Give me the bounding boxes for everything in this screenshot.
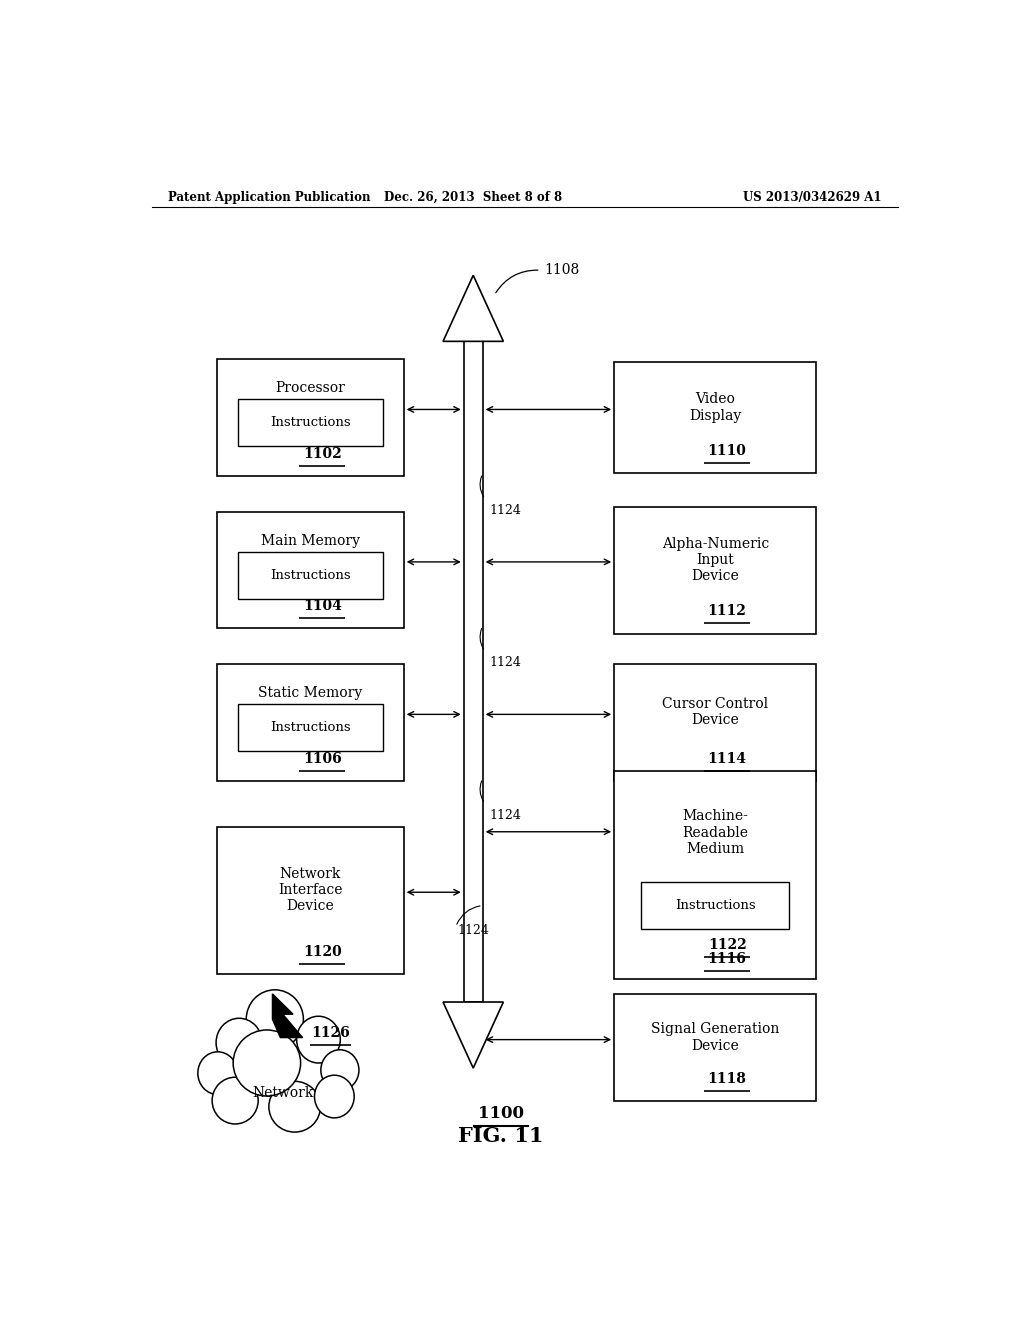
- Ellipse shape: [216, 1018, 262, 1067]
- Polygon shape: [272, 994, 303, 1038]
- Bar: [614, 664, 816, 781]
- Text: Dec. 26, 2013  Sheet 8 of 8: Dec. 26, 2013 Sheet 8 of 8: [384, 190, 562, 203]
- Text: Processor: Processor: [275, 381, 345, 396]
- Bar: [217, 664, 403, 781]
- Text: Alpha-Numeric
Input
Device: Alpha-Numeric Input Device: [662, 537, 769, 583]
- Text: Instructions: Instructions: [675, 899, 756, 912]
- Text: Main Memory: Main Memory: [261, 535, 360, 548]
- Bar: [614, 507, 816, 634]
- Ellipse shape: [321, 1049, 359, 1090]
- Bar: [238, 704, 383, 751]
- Bar: [464, 342, 482, 1002]
- Text: 1120: 1120: [303, 945, 342, 958]
- Text: Instructions: Instructions: [270, 416, 351, 429]
- Polygon shape: [443, 276, 504, 342]
- Text: Patent Application Publication: Patent Application Publication: [168, 190, 371, 203]
- Ellipse shape: [269, 1081, 321, 1133]
- Text: Instructions: Instructions: [270, 721, 351, 734]
- Text: 1112: 1112: [708, 605, 746, 618]
- Text: 1104: 1104: [303, 599, 342, 612]
- Ellipse shape: [246, 990, 303, 1049]
- Bar: [614, 362, 816, 474]
- Text: 1124: 1124: [489, 656, 521, 669]
- Text: Cursor Control
Device: Cursor Control Device: [663, 697, 768, 727]
- Text: Network
Interface
Device: Network Interface Device: [279, 867, 343, 913]
- Text: Signal Generation
Device: Signal Generation Device: [651, 1023, 779, 1052]
- Text: 1122: 1122: [708, 939, 746, 952]
- Text: 1116: 1116: [708, 952, 746, 966]
- Bar: [217, 359, 403, 477]
- Text: US 2013/0342629 A1: US 2013/0342629 A1: [743, 190, 882, 203]
- Ellipse shape: [297, 1016, 340, 1063]
- Text: Video
Display: Video Display: [689, 392, 741, 422]
- Ellipse shape: [212, 1077, 258, 1123]
- Text: 1118: 1118: [708, 1072, 746, 1086]
- Ellipse shape: [233, 1030, 301, 1096]
- Polygon shape: [443, 1002, 504, 1068]
- Text: 1100: 1100: [478, 1105, 524, 1122]
- Text: 1106: 1106: [303, 751, 342, 766]
- Bar: [614, 994, 816, 1101]
- Text: FIG. 11: FIG. 11: [459, 1126, 544, 1146]
- Text: Static Memory: Static Memory: [258, 686, 362, 701]
- Text: 1124: 1124: [489, 504, 521, 517]
- Text: 1124: 1124: [458, 924, 489, 937]
- Bar: [217, 826, 403, 974]
- Bar: [238, 399, 383, 446]
- Bar: [217, 512, 403, 628]
- Text: Instructions: Instructions: [270, 569, 351, 582]
- Text: 1114: 1114: [708, 751, 746, 766]
- Text: Network: Network: [252, 1086, 313, 1101]
- Bar: [614, 771, 816, 979]
- Bar: [238, 552, 383, 598]
- Ellipse shape: [314, 1076, 354, 1118]
- Text: 1110: 1110: [708, 444, 746, 458]
- Text: 1108: 1108: [545, 263, 580, 277]
- Text: Machine-
Readable
Medium: Machine- Readable Medium: [682, 809, 749, 855]
- Text: 1126: 1126: [311, 1026, 350, 1040]
- Ellipse shape: [198, 1052, 238, 1094]
- Bar: [641, 882, 790, 929]
- Text: 1124: 1124: [489, 809, 521, 822]
- Text: 1102: 1102: [303, 446, 342, 461]
